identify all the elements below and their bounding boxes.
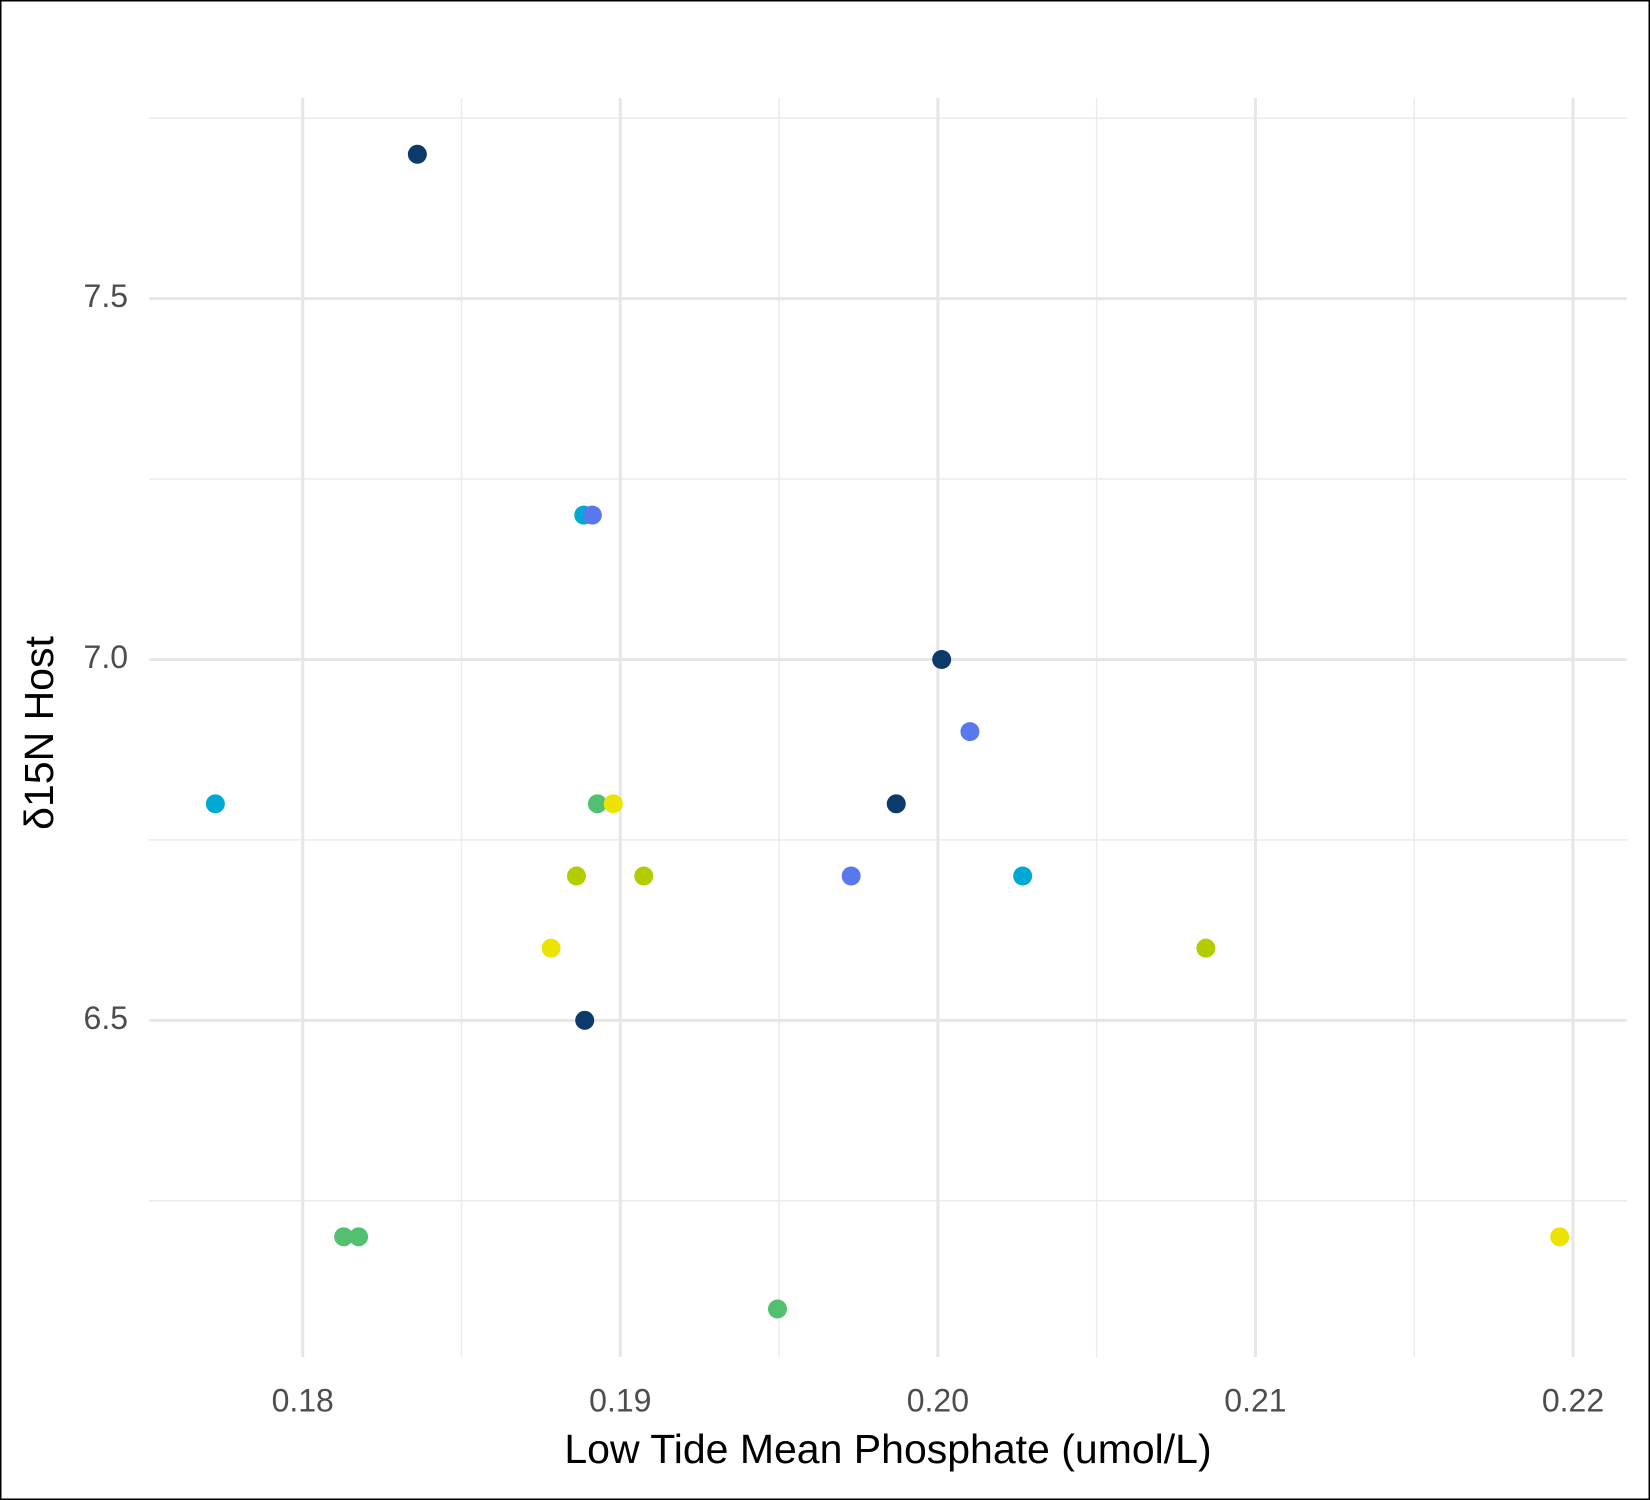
point: [1013, 866, 1033, 886]
point: [407, 144, 427, 164]
point: [566, 866, 586, 886]
point: [932, 649, 952, 669]
point: [587, 794, 607, 814]
point: [603, 794, 623, 814]
point: [1196, 938, 1216, 958]
point: [841, 866, 861, 886]
point: [634, 866, 654, 886]
x-tick-label: 0.18: [272, 1382, 334, 1418]
point: [205, 794, 225, 814]
y-tick-label: 7.0: [84, 639, 128, 675]
point: [582, 505, 602, 525]
point: [541, 938, 561, 958]
point: [334, 1227, 354, 1247]
x-tick-label: 0.21: [1224, 1382, 1286, 1418]
y-tick-label: 6.5: [84, 1000, 128, 1036]
x-tick-label: 0.20: [907, 1382, 969, 1418]
point: [1550, 1227, 1570, 1247]
point: [886, 794, 906, 814]
y-tick-label: 7.5: [84, 278, 128, 314]
point: [767, 1299, 787, 1319]
point: [349, 1227, 369, 1247]
x-tick-label: 0.19: [589, 1382, 651, 1418]
point: [960, 722, 980, 742]
point: [575, 1010, 595, 1030]
x-tick-label: 0.22: [1542, 1382, 1604, 1418]
x-axis-title: Low Tide Mean Phosphate (umol/L): [564, 1426, 1211, 1472]
y-axis-title: δ15N Host: [16, 636, 62, 830]
